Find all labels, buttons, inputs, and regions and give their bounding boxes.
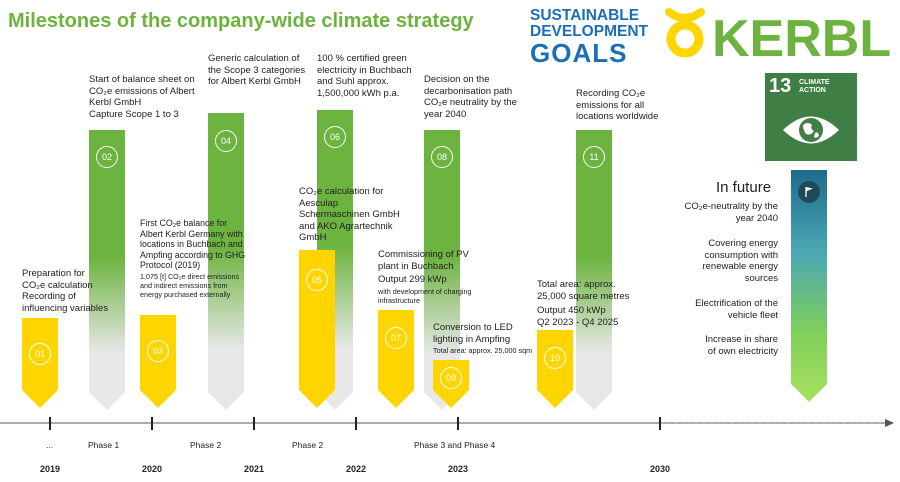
- milestone-03-note: 1,075 [t] CO₂e direct emissions and indir…: [140, 272, 240, 299]
- milestone-09-note: Total area: approx. 25,000 sqm: [433, 346, 533, 355]
- arrow-11: [576, 130, 612, 410]
- phase-label-3: Phase 2: [292, 440, 324, 450]
- milestone-08-number: 08: [431, 146, 453, 168]
- future-item-2: Covering energy consumption with renewable…: [702, 238, 778, 284]
- year-2030: 2030: [650, 464, 671, 474]
- milestone-10-text: Total area: approx. 25,000 square metres O…: [537, 279, 630, 328]
- milestone-07-text: Commissioning of PV plant in Buchbach Outp…: [378, 249, 469, 285]
- milestone-05-text: CO₂e calculation for Aesculap Schermaschin…: [299, 186, 400, 243]
- future-flag-marker: [798, 181, 820, 203]
- year-2022: 2022: [346, 464, 367, 474]
- kerbl-logo-text: KERBL: [712, 10, 891, 62]
- milestone-02-text: Start of balance sheet on CO₂e emissions …: [89, 74, 195, 120]
- milestone-06-text: 100 % certified green electricity in Buch…: [317, 53, 412, 99]
- milestone-09-number: 09: [440, 367, 462, 389]
- future-heading: In future: [716, 179, 772, 196]
- milestone-02-number: 02: [96, 146, 118, 168]
- arrow-04: [208, 113, 244, 410]
- sdg-logo: SUSTAINABLE DEVELOPMENT GOALS: [530, 7, 648, 68]
- milestone-07-note: with development of charging infrastructu…: [378, 287, 472, 305]
- kerbl-logo: KERBL: [665, 8, 891, 62]
- future-item-1: CO₂e-neutrality by the year 2040: [684, 201, 778, 224]
- arrow-future: [791, 170, 827, 402]
- climate-action-badge: 13 CLIMATE ACTION: [765, 73, 857, 161]
- arrow-07: [378, 310, 414, 408]
- page-title: Milestones of the company-wide climate s…: [8, 10, 474, 32]
- climate-action-line1: CLIMATE: [799, 79, 830, 86]
- arrow-05: [299, 250, 335, 408]
- milestone-04-number: 04: [215, 130, 237, 152]
- arrow-08: [424, 130, 460, 410]
- sdg-logo-line2: DEVELOPMENT: [530, 23, 648, 40]
- milestone-11-text: Recording CO₂e emissions for all locations…: [576, 88, 659, 122]
- milestone-11-number: 11: [583, 146, 605, 168]
- milestone-03-number: 03: [147, 340, 169, 362]
- climate-action-number: 13: [769, 75, 792, 97]
- milestone-05-number: 05: [306, 269, 328, 291]
- milestone-04-text: Generic calculation of the Scope 3 catego…: [208, 53, 306, 87]
- phase-label-1: Phase 1: [88, 440, 120, 450]
- milestone-01-text: Preparation for CO₂e calculation Recording…: [22, 268, 109, 314]
- sdg-logo-line3: GOALS: [530, 38, 628, 68]
- year-2021: 2021: [244, 464, 265, 474]
- year-2019: 2019: [40, 464, 61, 474]
- arrow-02: [89, 130, 125, 410]
- phase-label-4: Phase 3 and Phase 4: [414, 440, 496, 450]
- milestone-09-text: Conversion to LED lighting in Ampfing: [433, 322, 513, 345]
- climate-action-line2: ACTION: [799, 87, 826, 94]
- phase-label-2: Phase 2: [190, 440, 222, 450]
- milestone-06-number: 06: [324, 126, 346, 148]
- milestone-10-number: 10: [544, 347, 566, 369]
- arrow-10: [537, 330, 573, 408]
- future-item-3: Electrification of the vehicle fleet: [695, 298, 778, 321]
- flag-icon: [805, 187, 813, 197]
- milestone-07-number: 07: [385, 327, 407, 349]
- milestone-03-text: First CO₂e balance for Albert Kerbl Germa…: [140, 218, 246, 270]
- sdg-logo-line1: SUSTAINABLE: [530, 7, 640, 24]
- eye-earth-icon: [783, 116, 839, 144]
- milestone-08-text: Decision on the decarbonisation path CO₂e …: [424, 74, 517, 120]
- year-2023: 2023: [448, 464, 469, 474]
- milestone-01-number: 01: [29, 343, 51, 365]
- timeline-ellipsis: ...: [46, 440, 54, 450]
- year-2020: 2020: [142, 464, 163, 474]
- future-item-4: Increase in share of own electricity: [705, 334, 778, 357]
